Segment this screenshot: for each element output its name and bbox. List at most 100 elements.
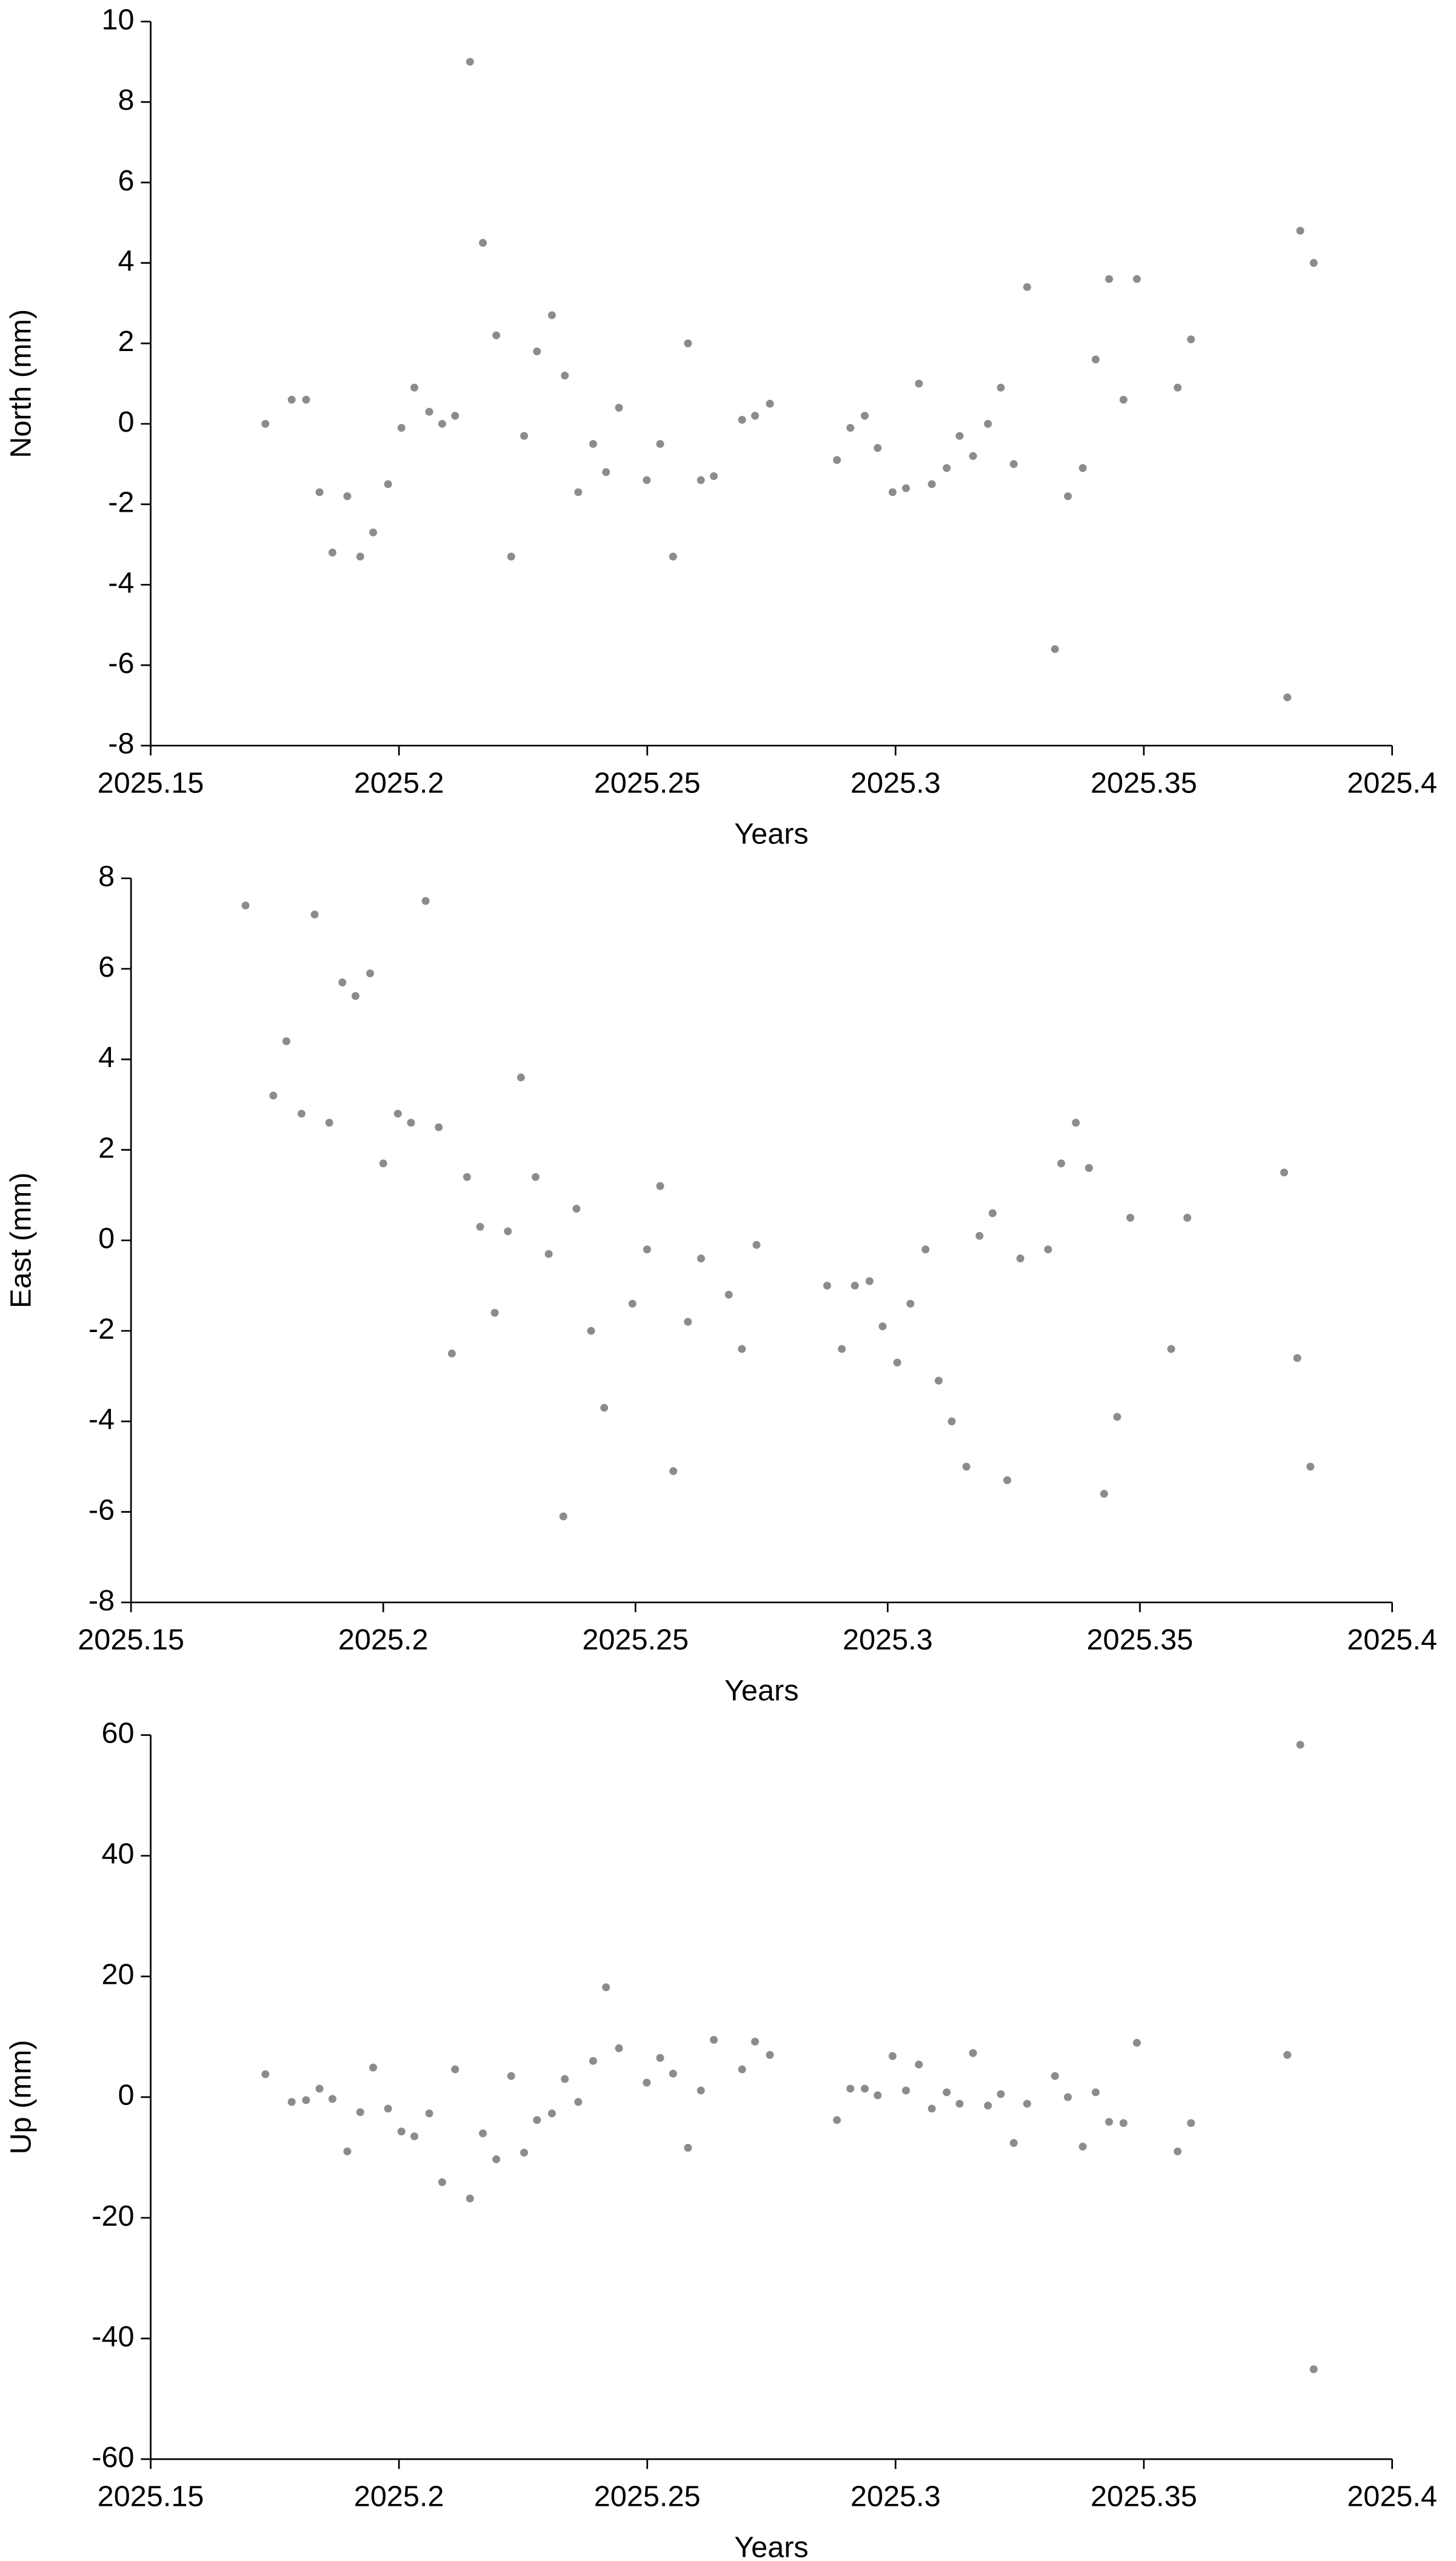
point: [507, 552, 515, 561]
point: [356, 552, 364, 561]
point: [261, 420, 270, 428]
point: [397, 424, 406, 432]
point: [1174, 2147, 1182, 2155]
point: [1092, 2088, 1100, 2097]
point: [927, 480, 936, 489]
y-tick-label: 0: [98, 1222, 115, 1255]
point: [902, 484, 910, 492]
point: [282, 1037, 290, 1045]
x-tick-label: 2025.4: [1347, 767, 1437, 800]
point: [548, 311, 556, 320]
point: [696, 476, 705, 484]
point: [955, 432, 964, 440]
point: [947, 1417, 956, 1425]
x-tick-label: 2025.25: [582, 1624, 689, 1656]
x-tick-label: 2025.4: [1347, 1624, 1437, 1656]
point: [544, 1250, 553, 1258]
point: [915, 380, 923, 388]
point: [1167, 1345, 1175, 1353]
point: [643, 476, 651, 484]
point: [490, 1308, 499, 1317]
point: [602, 468, 610, 477]
point: [421, 897, 430, 905]
point: [351, 992, 359, 1000]
point: [533, 2116, 541, 2124]
point: [328, 548, 336, 557]
y-tick-label: 40: [101, 1838, 134, 1870]
point: [589, 440, 597, 448]
point: [962, 1462, 970, 1471]
x-axis-label: Years: [734, 2531, 809, 2561]
y-tick-label: 20: [101, 1958, 134, 1991]
point: [1119, 2119, 1127, 2127]
point: [447, 1349, 456, 1357]
point: [343, 492, 352, 500]
point: [915, 2060, 923, 2069]
point: [1084, 1163, 1093, 1172]
point: [878, 1322, 887, 1331]
point: [1016, 1254, 1024, 1263]
y-tick-label: -40: [92, 2320, 134, 2353]
point: [1119, 395, 1127, 404]
x-tick-label: 2025.3: [850, 2480, 941, 2513]
point: [861, 2084, 869, 2093]
point: [643, 1245, 651, 1254]
point: [1306, 1462, 1315, 1471]
x-tick-label: 2025.3: [843, 1624, 933, 1656]
point: [969, 2049, 977, 2057]
y-tick-label: 10: [101, 3, 134, 36]
point: [846, 424, 855, 432]
point: [1105, 275, 1114, 283]
point: [906, 1299, 915, 1308]
x-tick-label: 2025.35: [1090, 767, 1197, 800]
point: [1050, 645, 1059, 654]
point: [559, 1512, 567, 1521]
point: [1126, 1213, 1135, 1222]
point: [615, 2044, 623, 2052]
point: [751, 412, 760, 420]
y-tick-label: 6: [118, 164, 135, 197]
x-tick-label: 2025.25: [594, 2480, 701, 2513]
point: [516, 1073, 525, 1082]
point: [302, 395, 310, 404]
point: [366, 969, 375, 977]
y-tick-label: -8: [108, 728, 134, 760]
point: [710, 2035, 718, 2044]
point: [504, 1227, 512, 1236]
point: [752, 1240, 761, 1249]
point: [1072, 1119, 1080, 1127]
point: [656, 1182, 664, 1190]
point: [738, 1345, 746, 1353]
point: [410, 2132, 419, 2141]
point: [463, 1173, 471, 1181]
point: [384, 2104, 392, 2113]
point: [1133, 275, 1141, 283]
point: [1187, 2119, 1195, 2127]
point: [451, 2065, 459, 2074]
y-axis-label: Up (mm): [5, 2040, 38, 2154]
point: [697, 1254, 706, 1263]
point: [838, 1345, 846, 1353]
point: [602, 1983, 610, 1992]
point: [1283, 2050, 1292, 2059]
point: [766, 2050, 774, 2059]
point: [451, 412, 459, 420]
point: [684, 2144, 692, 2152]
point: [425, 2109, 433, 2118]
y-tick-label: 8: [118, 84, 135, 116]
y-tick-label: 8: [98, 860, 115, 893]
point: [1133, 2038, 1141, 2047]
point: [1092, 355, 1100, 364]
point: [393, 1110, 402, 1118]
point: [1023, 2100, 1031, 2108]
x-tick-label: 2025.35: [1090, 2480, 1197, 2513]
point: [669, 2069, 677, 2078]
point: [425, 407, 433, 416]
point: [328, 2095, 336, 2103]
x-tick-label: 2025.15: [78, 1624, 184, 1656]
point: [241, 901, 250, 909]
point: [533, 347, 541, 356]
point: [574, 2098, 583, 2106]
point: [861, 412, 869, 420]
